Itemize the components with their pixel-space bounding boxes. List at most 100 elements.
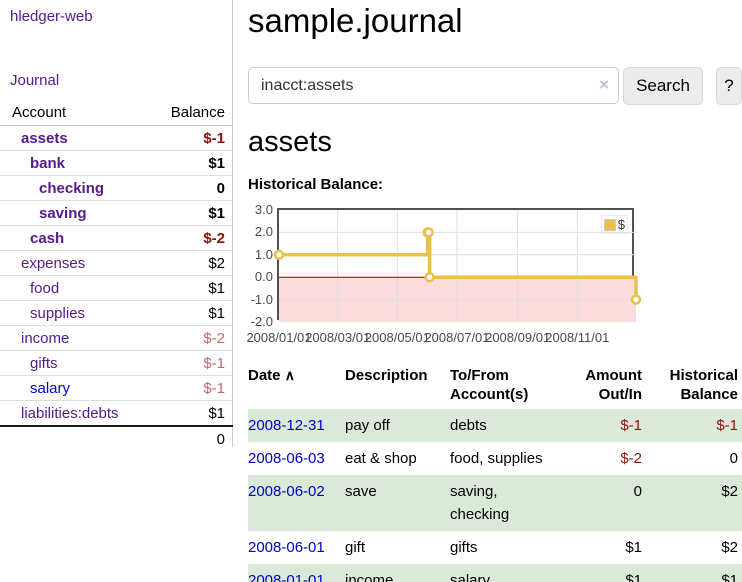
y-tick-label: -2.0 — [250, 314, 273, 329]
account-balance: 0 — [152, 175, 233, 201]
transaction-description: pay off — [345, 417, 390, 434]
search-input[interactable] — [248, 67, 619, 104]
transaction-amount: $-2 — [620, 450, 642, 467]
transaction-description: save — [345, 483, 377, 500]
transaction-description: gift — [345, 539, 366, 556]
account-heading: assets — [248, 126, 332, 158]
account-balance: $-2 — [152, 225, 233, 251]
account-row-expenses: expenses $2 — [0, 250, 233, 276]
account-row-gifts: gifts $-1 — [0, 350, 233, 376]
transaction-balance: $2 — [721, 539, 738, 556]
transaction-description: income — [345, 572, 394, 582]
y-tick-label: 0.0 — [254, 269, 273, 285]
accounts-header-balance: Balance — [152, 100, 233, 126]
sort-ascending-icon: ∧ — [284, 367, 295, 383]
chart-plot[interactable]: $ — [273, 208, 642, 322]
x-tick-label: 2008/07/01 — [424, 330, 490, 345]
transaction-description: eat & shop — [345, 450, 417, 467]
help-button[interactable]: ? — [716, 67, 742, 105]
sidebar-item-journal[interactable]: Journal — [10, 72, 60, 89]
account-link-expenses[interactable]: expenses — [21, 254, 86, 272]
chart-legend: $ — [600, 215, 628, 234]
account-balance: $-1 — [203, 129, 225, 147]
transaction-accounts: saving, checking — [450, 483, 510, 523]
y-tick-label: -1.0 — [250, 291, 273, 307]
y-tick-label: 1.0 — [254, 246, 273, 262]
legend-label: $ — [617, 217, 625, 232]
register-header-accounts: To/From Account(s) — [450, 367, 529, 403]
account-link-supplies[interactable]: supplies — [30, 304, 86, 322]
legend-swatch-icon — [603, 218, 616, 231]
transaction-date-link[interactable]: 2008-12-31 — [248, 417, 325, 434]
y-tick-label: 3.0 — [254, 202, 273, 217]
account-link-bank[interactable]: bank — [30, 154, 66, 172]
account-balance: $-1 — [152, 350, 233, 376]
accounts-total-balance: 0 — [152, 425, 233, 451]
account-balance: $1 — [152, 150, 233, 176]
transaction-amount: $-1 — [620, 417, 642, 434]
accounts-header-row: Account Balance — [0, 100, 233, 126]
register-header-balance: Historical Balance — [669, 367, 738, 403]
clear-search-icon[interactable]: × — [599, 75, 609, 94]
account-balance: $1 — [152, 400, 233, 426]
account-link-salary[interactable]: salary — [30, 379, 71, 397]
register-table: Date ∧ Description To/From Account(s) Am… — [248, 361, 742, 582]
transaction-amount: $1 — [625, 572, 642, 582]
balance-chart: $ 3.0 2.0 1.0 0.0 -1.0 -2.0 2008/01/01 2008/03… — [246, 202, 742, 345]
register-header-date[interactable]: Date ∧ — [248, 367, 295, 384]
transaction-balance: 0 — [729, 450, 738, 467]
account-balance: $2 — [152, 250, 233, 276]
x-tick-label: 2008/09/01 — [485, 330, 551, 345]
account-row-cash: cash $-2 — [0, 225, 233, 251]
account-balance: $1 — [152, 300, 233, 326]
transaction-balance: $1 — [721, 572, 738, 582]
app-title-link[interactable]: hledger-web — [10, 8, 93, 25]
register-row: 2008-06-01 gift gifts $1 $2 — [248, 531, 742, 564]
account-link-saving[interactable]: saving — [39, 204, 87, 222]
account-row-supplies: supplies $1 — [0, 300, 233, 326]
register-row: 2008-06-03 eat & shop food, supplies $-2… — [248, 442, 742, 475]
account-link-cash[interactable]: cash — [30, 229, 65, 247]
account-link-assets[interactable]: assets — [21, 129, 68, 147]
register-header-row: Date ∧ Description To/From Account(s) Am… — [248, 361, 742, 409]
account-link-gifts[interactable]: gifts — [30, 354, 58, 372]
account-row-bank: bank $1 — [0, 150, 233, 176]
account-balance: $-2 — [152, 325, 233, 351]
account-row-salary: salary $-1 — [0, 375, 233, 401]
account-balance: $1 — [152, 200, 233, 226]
transaction-date-link[interactable]: 2008-01-01 — [248, 572, 325, 582]
account-row-saving: saving $1 — [0, 200, 233, 226]
register-row: 2008-06-02 save saving, checking 0 $2 — [248, 475, 742, 531]
accounts-header-account: Account — [0, 100, 153, 126]
y-tick-label: 2.0 — [254, 224, 273, 240]
account-row-checking: checking 0 — [0, 175, 233, 201]
register-header-amount: Amount Out/In — [585, 367, 642, 403]
search-form: × Search ? — [248, 67, 742, 105]
x-tick-label: 2008/05/01 — [364, 330, 430, 345]
account-row-liabilities-debts: liabilities:debts $1 — [0, 400, 233, 426]
accounts-total-row: 0 — [0, 425, 233, 451]
sidebar: hledger-web Journal Account Balance asse… — [0, 0, 233, 451]
account-row-assets: assets $-1 — [0, 126, 233, 151]
transaction-date-link[interactable]: 2008-06-03 — [248, 450, 325, 467]
transaction-amount: $1 — [625, 539, 642, 556]
transaction-balance: $-1 — [716, 417, 738, 434]
transaction-amount: 0 — [633, 483, 642, 500]
chart-title: Historical Balance: — [248, 176, 384, 193]
register-row: 2008-01-01 income salary $1 $1 — [248, 564, 742, 582]
main-content: sample.journal × Search ? assets Histori… — [246, 0, 742, 582]
account-link-income[interactable]: income — [21, 329, 70, 347]
account-link-food[interactable]: food — [30, 279, 60, 297]
x-tick-label: 2008/01/01 — [246, 330, 312, 345]
account-balance: $1 — [152, 275, 233, 301]
x-tick-label: 2008/11/01 — [545, 330, 610, 345]
account-link-checking[interactable]: checking — [39, 179, 105, 197]
transaction-accounts: food, supplies — [450, 450, 543, 467]
search-button[interactable]: Search — [623, 67, 703, 105]
x-tick-label: 2008/03/01 — [305, 330, 371, 345]
account-link-liabilities-debts[interactable]: liabilities:debts — [21, 404, 119, 422]
transaction-accounts: gifts — [450, 539, 478, 556]
accounts-table: Account Balance assets $-1 bank $1 check… — [0, 100, 233, 451]
transaction-date-link[interactable]: 2008-06-01 — [248, 539, 325, 556]
transaction-date-link[interactable]: 2008-06-02 — [248, 483, 325, 500]
